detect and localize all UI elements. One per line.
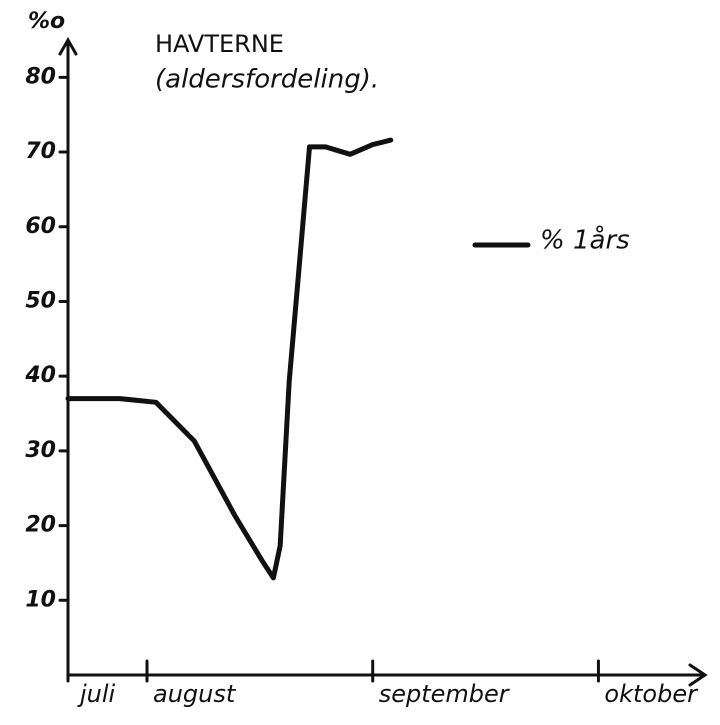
x-tick-label: oktober [604, 680, 699, 708]
chart: HAVTERNE (aldersfordeling). %o 10 20 30 40 5… [0, 0, 720, 725]
y-tick-label: 60 [25, 214, 56, 239]
y-tick-label: 50 [25, 288, 56, 313]
y-tick-label: 40 [24, 363, 56, 388]
y-axis-label: %o [28, 9, 65, 34]
x-tick-label: august [153, 680, 237, 708]
chart-subtitle: (aldersfordeling). [155, 65, 379, 95]
x-tick-label: september [379, 680, 511, 708]
chart-title: HAVTERNE [155, 30, 284, 58]
y-tick-label: 80 [25, 64, 56, 89]
legend-label: % 1års [540, 225, 630, 256]
y-tick-label: 20 [25, 513, 56, 538]
y-tick-label: 70 [25, 139, 56, 164]
y-tick-label: 10 [25, 587, 56, 612]
y-axis [60, 40, 76, 675]
y-tick-label: 30 [25, 438, 56, 463]
data-line [68, 140, 391, 578]
x-tick-label: juli [77, 680, 116, 708]
